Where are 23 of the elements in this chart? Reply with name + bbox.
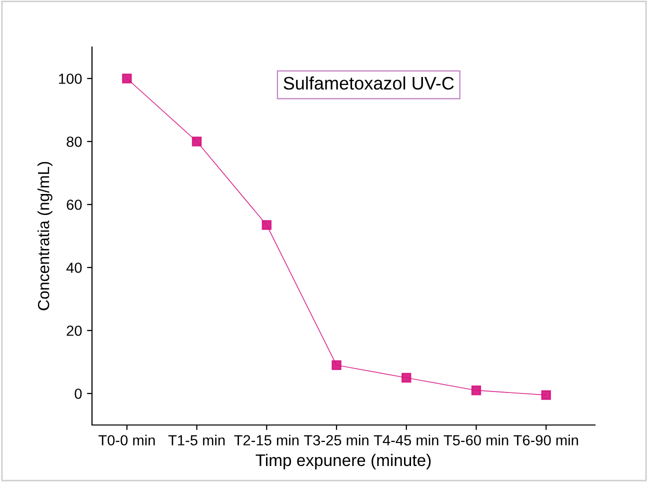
- point: [402, 372, 412, 383]
- x-axis-title: Timp expunere (minute): [256, 454, 431, 470]
- x-tick-label: T0-0 min: [98, 434, 155, 446]
- point: [122, 74, 132, 84]
- text: Sulfametoxazol UV-C: [284, 76, 454, 90]
- x-tick-label: T1-5 min: [168, 434, 225, 446]
- x-tick-label: T4-45 min: [374, 434, 438, 446]
- y-tick-label: 80: [66, 136, 82, 147]
- y-tick-label: 60: [66, 200, 82, 210]
- y-tick-label: 40: [66, 262, 82, 273]
- x-tick-label: T2-15 min: [234, 434, 299, 446]
- x-tick-label: T5-60 min: [444, 434, 508, 446]
- point: [332, 360, 342, 370]
- point: [541, 390, 551, 400]
- x-tick-label: T6-90 min: [514, 434, 578, 446]
- point: [471, 385, 482, 396]
- x-tick-label: T3-25 min: [304, 434, 368, 446]
- point: [262, 220, 272, 230]
- y-tick-label: 0: [74, 388, 82, 399]
- y-tick-label: 100: [59, 74, 82, 84]
- point: [192, 136, 202, 146]
- y-tick-label: 20: [66, 326, 82, 336]
- y-axis-title: Concentratia (ng/mL): [38, 162, 52, 310]
